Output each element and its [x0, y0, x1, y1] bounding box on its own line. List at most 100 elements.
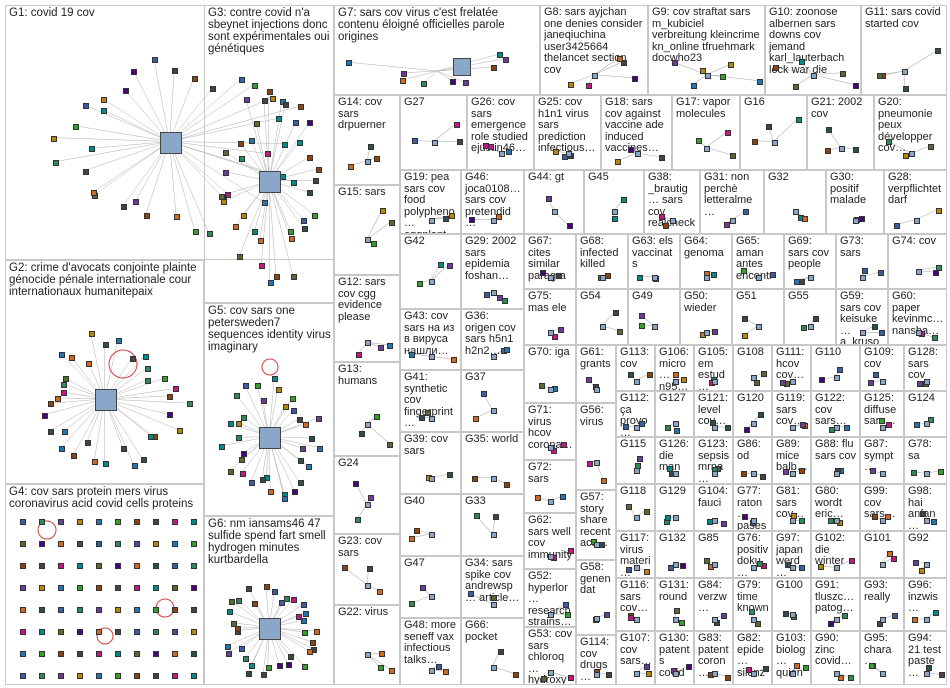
graph-node — [228, 421, 234, 428]
hub-node — [853, 217, 859, 224]
hub-node — [880, 617, 886, 624]
graph-node — [658, 154, 665, 161]
graph-node — [766, 123, 773, 130]
group-panel-g52: G52: hyperlor… research strains… — [524, 569, 576, 627]
graph-node — [315, 166, 322, 173]
group-panel-g85: G85 — [694, 531, 733, 578]
graph-node — [20, 541, 26, 547]
graph-node — [282, 141, 289, 148]
graph-node — [291, 596, 298, 603]
graph-node — [852, 146, 859, 153]
graph-node — [743, 208, 750, 215]
graph-node — [801, 325, 808, 332]
graph-node — [724, 222, 731, 229]
hub-node — [789, 670, 796, 677]
group-panel-g11: G11: sars covid started cov — [861, 5, 947, 95]
graph-node — [289, 395, 296, 402]
graph-node — [473, 416, 480, 423]
graph-node — [749, 609, 756, 616]
graph-node — [191, 651, 197, 657]
graph-node — [224, 643, 231, 650]
group-panel-g110: G110 — [811, 345, 860, 391]
graph-node — [645, 671, 652, 678]
graph-node — [96, 673, 102, 679]
hub-node — [548, 499, 554, 506]
graph-node — [603, 611, 610, 618]
graph-node — [931, 335, 938, 342]
group-label: G92 — [908, 532, 929, 544]
group-panel-g122: G122: cov sars… — [811, 391, 860, 437]
graph-node — [885, 139, 892, 146]
graph-node — [690, 82, 697, 89]
hub-node — [548, 669, 554, 676]
graph-node — [911, 616, 918, 623]
graph-node — [819, 377, 826, 384]
hub-node — [672, 561, 679, 568]
graph-node — [77, 541, 83, 547]
group-panel-g47: G47 — [400, 556, 461, 618]
graph-node — [101, 107, 108, 114]
graph-node — [172, 585, 178, 591]
graph-node — [144, 377, 151, 384]
group-label: G69: sars cov people — [788, 235, 829, 270]
graph-node — [77, 519, 83, 525]
group-panel-g44: G44: gt — [524, 170, 584, 234]
group-label: G105: em estud… — [698, 346, 728, 391]
graph-node — [241, 414, 247, 421]
hub-node — [490, 408, 497, 414]
group-panel-g68: G68: infected killed — [576, 234, 628, 289]
graph-node — [134, 585, 140, 591]
graph-node — [191, 629, 197, 635]
graph-node — [191, 76, 198, 83]
group-panel-g9: G9: cov straftat sars m_kubiciel verbrei… — [648, 5, 765, 95]
hub-node — [548, 445, 554, 452]
graph-node — [931, 519, 938, 526]
graph-node — [39, 673, 45, 679]
group-label: G78: sa — [908, 438, 932, 462]
graph-node — [96, 629, 102, 635]
graph-node — [77, 607, 83, 613]
graph-node — [483, 292, 490, 299]
hub-node — [793, 209, 799, 215]
group-panel-g46: G46: joca0108… sars cov pretendid… — [461, 170, 524, 234]
graph-node — [501, 297, 508, 304]
graph-node — [235, 420, 242, 427]
group-panel-g45: G45 — [584, 170, 644, 234]
hub-node — [428, 217, 435, 224]
graph-node — [316, 415, 323, 422]
graph-node — [297, 480, 304, 487]
hub-node — [633, 424, 640, 431]
group-panel-g57: G57: story share recent acs… — [576, 490, 616, 560]
graph-node — [77, 673, 83, 679]
group-label: G16 — [744, 96, 765, 108]
group-panel-g105: G105: em estud… — [694, 345, 733, 391]
hub-node — [908, 151, 915, 158]
graph-node — [145, 365, 152, 372]
group-panel-g15: G15: sars — [334, 185, 400, 275]
group-label: G97: japan werd… — [776, 532, 803, 578]
group-panel-g114: G114: cov drugs… — [576, 635, 616, 685]
graph-node — [490, 64, 497, 71]
graph-node — [373, 414, 380, 421]
graph-node — [96, 607, 102, 613]
hub-node — [672, 421, 679, 427]
graph-node — [556, 273, 563, 280]
graph-node — [876, 620, 883, 627]
graph-node — [493, 514, 500, 521]
hub-node — [592, 72, 598, 79]
graph-node — [627, 371, 634, 378]
hub-node — [750, 471, 757, 478]
graph-node — [134, 629, 140, 635]
hub-node — [833, 424, 840, 431]
graph-node — [674, 427, 681, 434]
graph-node — [283, 102, 290, 109]
graph-node — [59, 352, 66, 359]
graph-node — [219, 443, 226, 450]
group-panel-g130: G130: patents covid… — [655, 631, 694, 685]
graph-node — [902, 152, 909, 159]
graph-node — [858, 215, 865, 222]
group-label: G14: cov sars drpuerner — [338, 96, 386, 131]
graph-node — [20, 673, 26, 679]
graph-node — [63, 376, 70, 383]
group-panel-g20: G20: pneumonie peux développer cov… — [874, 95, 947, 170]
